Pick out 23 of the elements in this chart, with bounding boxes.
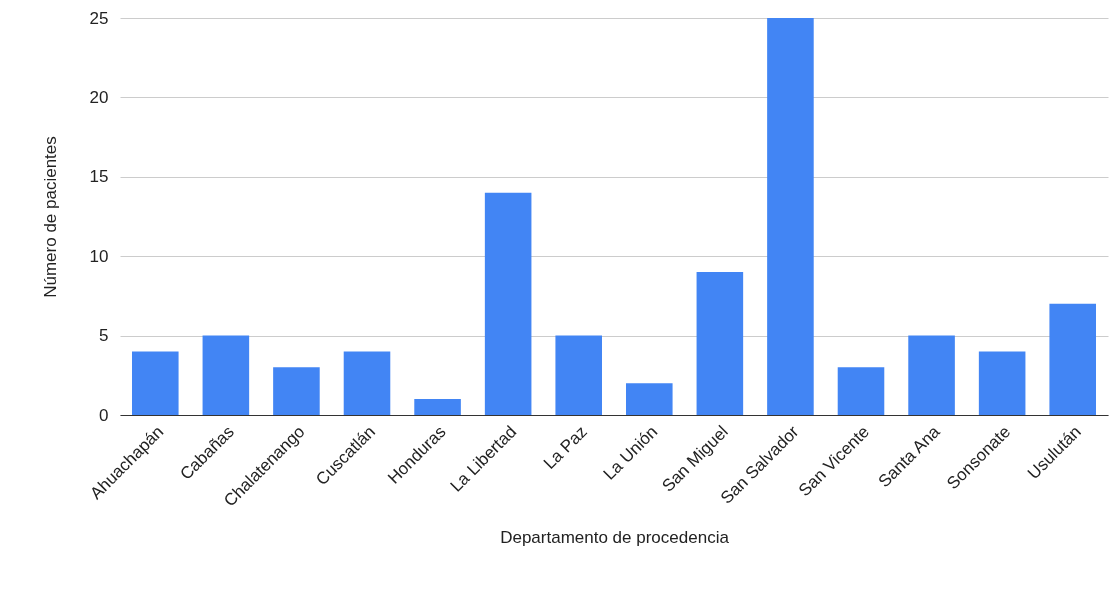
bar	[484, 192, 532, 415]
y-tick-label: 0	[99, 405, 109, 425]
bar	[555, 335, 602, 415]
bar	[837, 367, 885, 415]
bar	[414, 399, 461, 415]
x-tick-label: La Paz	[539, 422, 591, 473]
y-tick-label: 20	[89, 87, 109, 107]
bar	[767, 18, 814, 415]
y-tick-label: 15	[89, 167, 109, 187]
bar	[1049, 303, 1096, 415]
y-tick-label: 25	[89, 8, 109, 28]
bar	[626, 383, 673, 415]
bar	[978, 351, 1026, 415]
bar	[908, 335, 955, 415]
y-tick-label: 10	[89, 246, 109, 266]
x-axis-title: Departamento de procedencia	[500, 527, 730, 547]
bar	[132, 351, 179, 415]
bar	[343, 351, 391, 415]
y-axis-title: Número de pacientes	[40, 136, 60, 298]
y-tick-label: 5	[99, 326, 109, 346]
bar	[273, 367, 320, 415]
bar	[202, 335, 250, 415]
bar	[696, 272, 744, 415]
